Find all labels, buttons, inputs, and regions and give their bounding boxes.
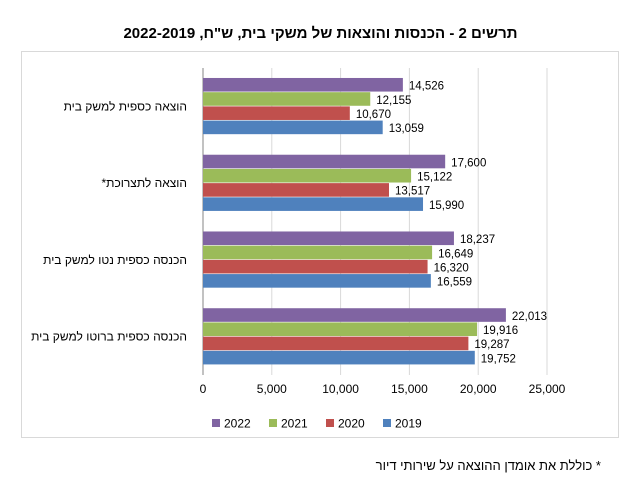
category-label: הכנסה כספית נטו למשק בית [43,253,187,267]
bar [203,106,350,120]
data-label: 10,670 [356,109,391,121]
legend-swatch [326,419,334,427]
data-label: 19,287 [474,339,509,351]
data-label: 15,122 [417,172,452,184]
data-label: 18,237 [460,234,495,246]
chart-area: 0 5,000 10,000 15,000 20,000 25,000 14,526 12,1… [21,51,619,438]
data-label: 19,916 [483,325,518,337]
x-tick-label: 5,000 [257,382,287,396]
bar [203,197,424,211]
bar [203,322,478,337]
category-label: הוצאה לתצרוכת* [102,176,187,190]
bar [203,259,428,274]
footnote: * כוללת את אומדן ההוצאה על שירותי דיור [375,458,601,473]
bar [203,274,431,288]
data-label: 13,517 [395,186,430,198]
bar-chart: 0 5,000 10,000 15,000 20,000 25,000 14,526 12,1… [31,68,566,431]
data-label: 22,013 [512,311,547,323]
x-tick-label: 10,000 [322,382,359,396]
bar [203,350,475,365]
bar [203,77,403,92]
bar [203,183,389,197]
bar [203,308,506,322]
bar [203,92,371,106]
x-tick-label: 20,000 [460,382,497,396]
bar [203,336,469,351]
x-tick-label: 15,000 [391,382,428,396]
bar [203,168,412,183]
category-label: הוצאה כספית למשק בית [64,99,187,113]
category-label: הכנסה כספית ברוטו למשק בית [31,330,187,344]
legend-label: 2020 [338,417,365,431]
bar [203,231,454,246]
x-tick-label: 25,000 [529,382,566,396]
data-label: 13,059 [389,123,424,135]
bar [203,120,383,135]
bar [203,154,446,169]
data-label: 16,559 [437,277,472,289]
data-label: 19,752 [481,353,516,365]
legend-swatch [212,419,220,427]
legend-swatch [269,419,277,427]
x-tick-label: 0 [200,382,207,396]
data-label: 17,600 [451,157,486,169]
data-label: 15,990 [429,200,464,212]
data-label: 16,649 [438,248,473,260]
legend-label: 2021 [281,417,308,431]
legend-swatch [383,419,391,427]
legend-label: 2019 [395,417,422,431]
chart-title: תרשים 2 - הכנסות והוצאות של משקי בית, ש"… [123,25,518,42]
data-label: 14,526 [409,81,444,93]
data-label: 12,155 [376,95,411,107]
data-label: 16,320 [434,262,469,274]
legend-label: 2022 [224,417,251,431]
bar [203,245,433,260]
